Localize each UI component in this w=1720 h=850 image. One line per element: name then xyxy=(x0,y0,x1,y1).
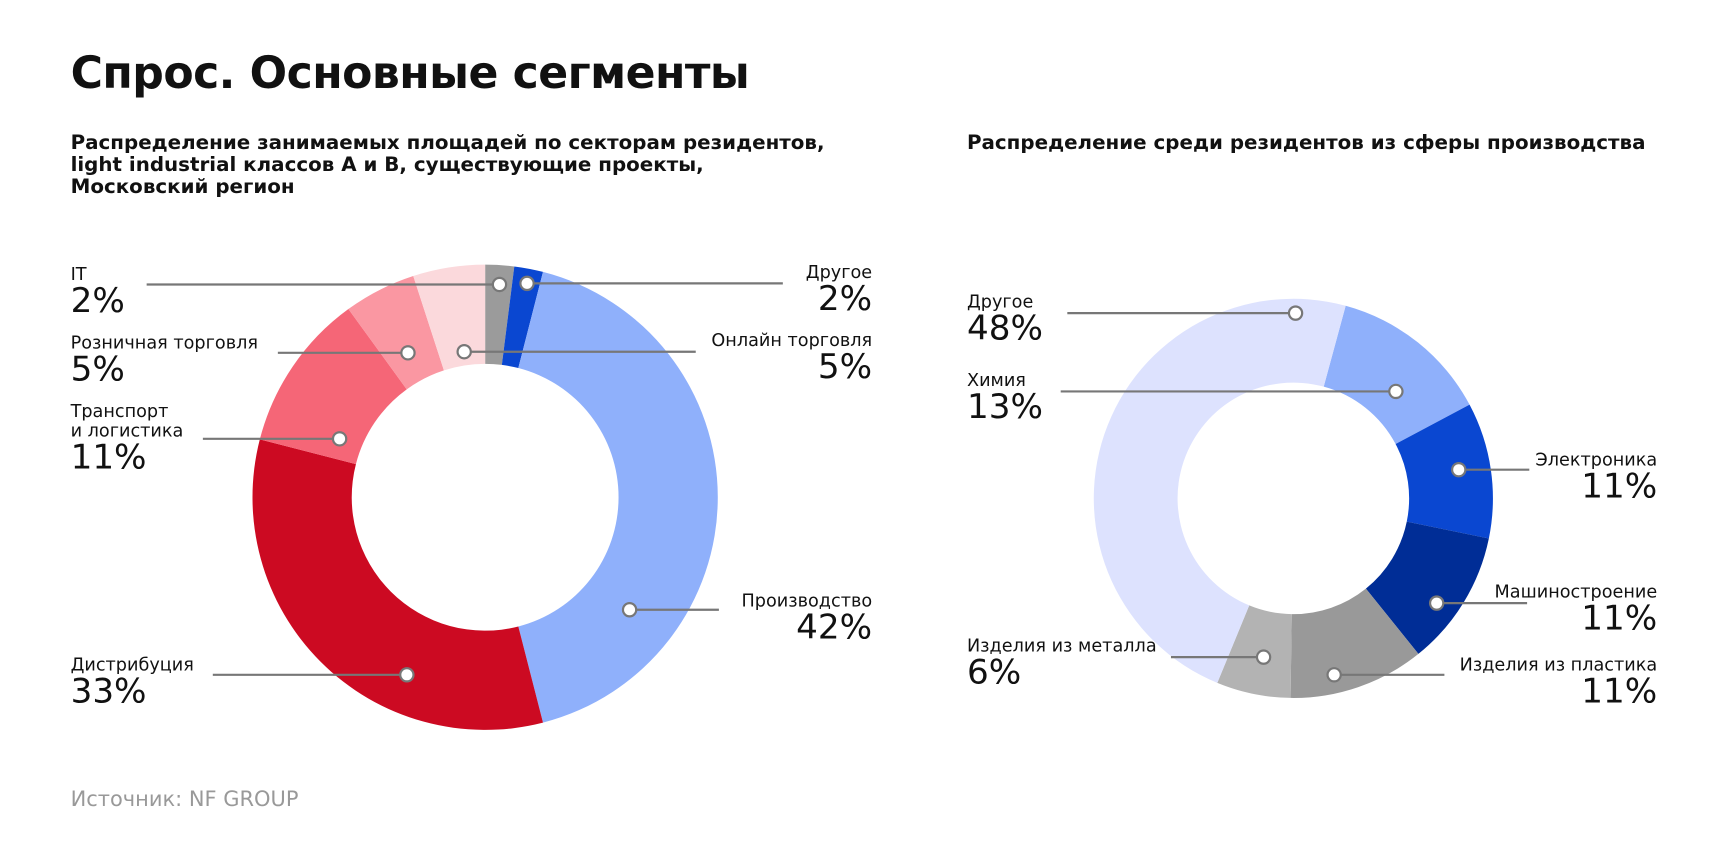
category-label: IT xyxy=(70,263,87,285)
category-label: Машиностроение xyxy=(1494,581,1658,603)
category-label: Дистрибуция xyxy=(70,653,194,675)
value-label: 5% xyxy=(817,347,873,388)
slice xyxy=(1093,298,1346,683)
value-label: 13% xyxy=(966,387,1043,427)
category-label: Изделия из металла xyxy=(966,635,1157,657)
value-label: 33% xyxy=(70,671,147,712)
value-label: 11% xyxy=(1581,466,1658,507)
slice xyxy=(1290,588,1419,698)
slice-label: Другое 2% xyxy=(806,262,872,316)
value-label: 11% xyxy=(1581,598,1658,639)
slice xyxy=(485,264,515,365)
slice-label: Другое 48% xyxy=(967,292,1043,346)
leader-dot xyxy=(331,431,348,447)
leader-dot xyxy=(621,602,638,618)
leader-dot xyxy=(1326,667,1342,683)
leader-dot xyxy=(1428,595,1445,611)
slice-label: Электроника 11% xyxy=(1535,448,1658,507)
category-label: Транспорт и логистика xyxy=(70,400,184,442)
slice xyxy=(1217,605,1292,698)
value-label: 11% xyxy=(1581,671,1658,712)
slice xyxy=(413,264,486,371)
leader-dot xyxy=(400,345,416,361)
value-label: 2% xyxy=(70,281,125,321)
chart-title: Распределение занимаемых площадей по сек… xyxy=(70,131,825,199)
category-label: Изделия из пластика xyxy=(1459,653,1658,675)
leader-dot xyxy=(1451,461,1467,478)
slice xyxy=(1395,404,1493,539)
category-label: Химия xyxy=(966,369,1026,391)
category-label: Розничная торговля xyxy=(70,331,258,353)
slice-label: Изделия из металла 6% xyxy=(967,636,1157,690)
category-label: Онлайн торговля xyxy=(711,329,873,351)
leader-dot xyxy=(399,667,415,683)
value-label: 2% xyxy=(817,278,873,319)
slice xyxy=(252,439,544,730)
slice xyxy=(518,271,718,723)
leader-dot xyxy=(1255,649,1272,665)
slice-label: Дистрибуция 33% xyxy=(70,653,194,712)
slice xyxy=(259,309,407,465)
slice-label: Машиностроение 11% xyxy=(1495,582,1658,636)
slice xyxy=(1323,305,1470,445)
value-label: 48% xyxy=(966,308,1043,349)
leader-dot xyxy=(491,276,508,293)
leader-dot xyxy=(519,275,535,292)
category-label: Другое xyxy=(966,291,1034,313)
value-label: 11% xyxy=(70,437,147,478)
slice xyxy=(348,276,444,390)
slice-label: Транспорт и логистика 11% xyxy=(71,401,184,475)
value-label: 5% xyxy=(70,349,125,390)
slice-label: Химия 13% xyxy=(967,370,1043,424)
leader-dot xyxy=(1388,383,1404,400)
slice-label: Производство 42% xyxy=(741,589,873,648)
slice-label: Изделия из пластика 11% xyxy=(1459,653,1658,712)
leader-dot xyxy=(456,344,472,360)
slice-label: Розничная торговля 5% xyxy=(70,331,258,390)
page-title: Спрос. Основные сегменты xyxy=(70,48,750,100)
slice xyxy=(501,266,544,369)
slice-label: Онлайн торговля 5% xyxy=(711,329,873,388)
slice-label: IT 2% xyxy=(70,263,125,321)
value-label: 6% xyxy=(966,652,1022,693)
chart-title: Распределение среди резидентов из сферы … xyxy=(966,131,1646,155)
slice xyxy=(1365,521,1489,654)
category-label: Электроника xyxy=(1535,448,1658,470)
source: Источник: NF GROUP xyxy=(70,787,299,812)
leader-dot xyxy=(1287,305,1304,321)
category-label: Другое xyxy=(805,261,873,283)
value-label: 42% xyxy=(796,607,873,648)
category-label: Производство xyxy=(741,589,873,611)
